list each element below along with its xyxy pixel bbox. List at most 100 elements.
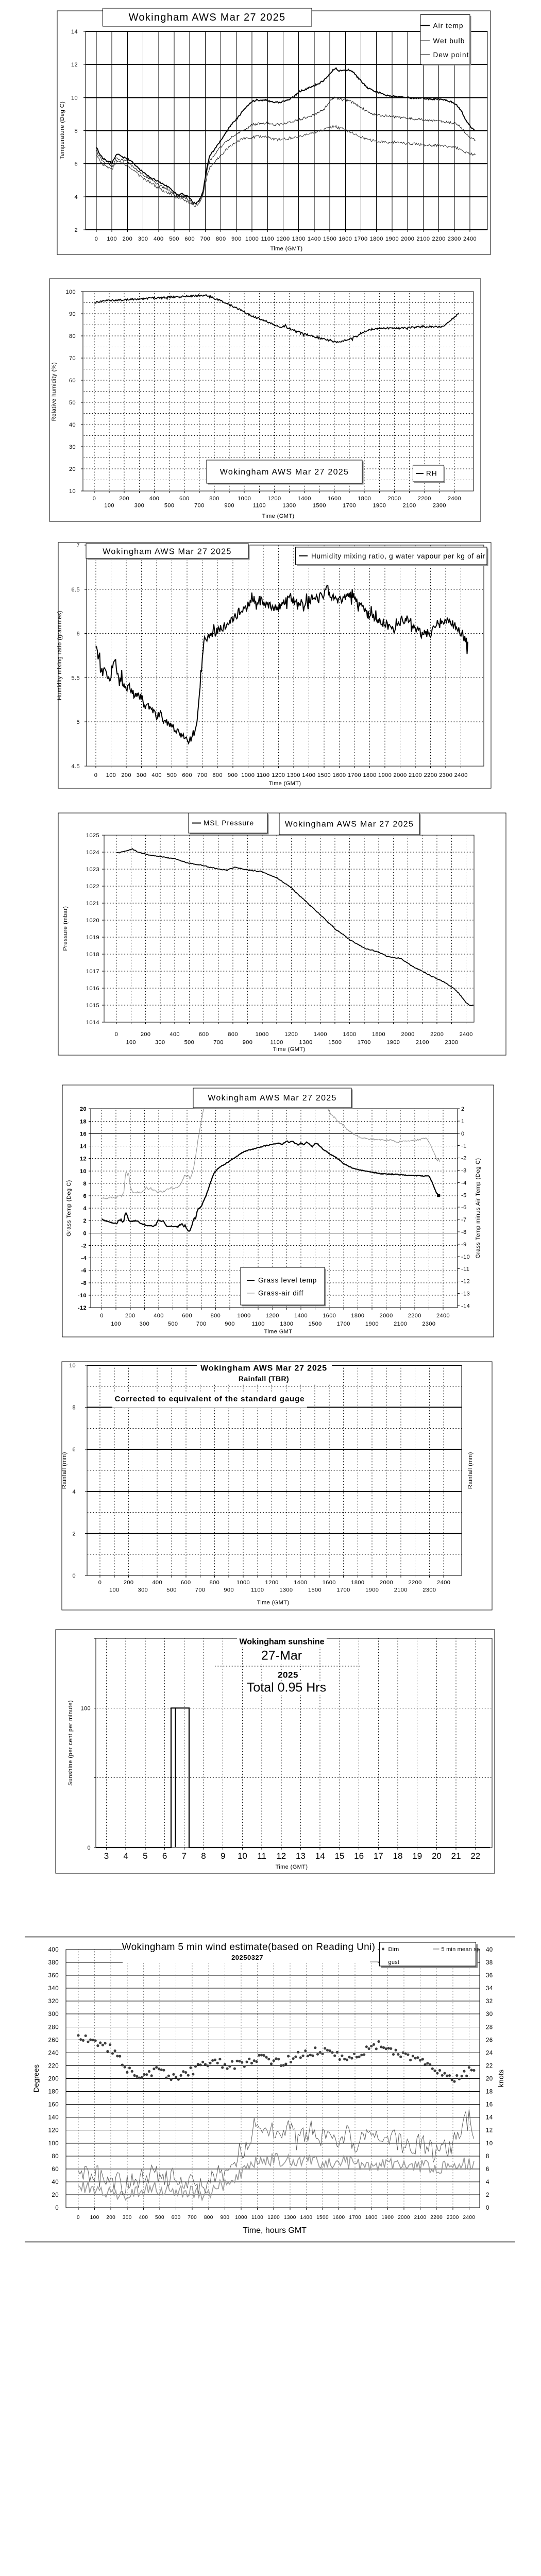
svg-text:-6: -6 bbox=[461, 1205, 467, 1211]
svg-text:2100: 2100 bbox=[409, 772, 422, 778]
svg-text:200: 200 bbox=[121, 772, 131, 778]
svg-text:1300: 1300 bbox=[299, 1040, 313, 1046]
svg-text:1600: 1600 bbox=[332, 772, 346, 778]
svg-text:Wokingham AWS Mar 27 2025: Wokingham AWS Mar 27 2025 bbox=[200, 1364, 327, 1373]
svg-text:12: 12 bbox=[276, 1851, 286, 1861]
svg-text:900: 900 bbox=[243, 1040, 253, 1046]
svg-text:1200: 1200 bbox=[272, 772, 285, 778]
svg-text:-10: -10 bbox=[461, 1254, 470, 1260]
svg-text:5 min mean sp: 5 min mean sp bbox=[442, 1946, 480, 1953]
svg-text:100: 100 bbox=[104, 503, 114, 509]
svg-text:1700: 1700 bbox=[358, 1040, 371, 1046]
svg-text:1800: 1800 bbox=[351, 1313, 364, 1319]
svg-text:2: 2 bbox=[72, 1531, 76, 1537]
svg-text:1200: 1200 bbox=[267, 496, 281, 502]
svg-text:0: 0 bbox=[87, 1845, 91, 1851]
svg-text:6: 6 bbox=[74, 161, 78, 167]
svg-text:1100: 1100 bbox=[251, 2215, 263, 2221]
svg-text:1800: 1800 bbox=[363, 772, 376, 778]
svg-text:6: 6 bbox=[76, 631, 80, 637]
svg-text:1600: 1600 bbox=[333, 2215, 345, 2221]
svg-text:1000: 1000 bbox=[256, 1031, 269, 1038]
svg-text:6: 6 bbox=[72, 1447, 76, 1453]
svg-text:40: 40 bbox=[486, 1947, 493, 1953]
svg-text:1000: 1000 bbox=[236, 1580, 250, 1586]
svg-text:0: 0 bbox=[98, 1580, 102, 1586]
svg-text:2025: 2025 bbox=[278, 1670, 298, 1680]
svg-text:10: 10 bbox=[80, 1168, 87, 1175]
svg-text:2300: 2300 bbox=[439, 772, 452, 778]
svg-text:18: 18 bbox=[393, 1851, 403, 1861]
svg-text:18: 18 bbox=[486, 2089, 493, 2095]
svg-text:140: 140 bbox=[48, 2115, 59, 2121]
svg-text:Temperature (Deg C): Temperature (Deg C) bbox=[59, 101, 65, 160]
svg-text:1100: 1100 bbox=[257, 772, 269, 778]
svg-text:60: 60 bbox=[69, 378, 76, 384]
svg-text:12: 12 bbox=[80, 1156, 87, 1162]
svg-text:Wokingham AWS Mar 27 2025: Wokingham AWS Mar 27 2025 bbox=[103, 548, 231, 556]
svg-text:27-Mar: 27-Mar bbox=[261, 1648, 302, 1663]
svg-text:1900: 1900 bbox=[381, 2215, 394, 2221]
svg-text:900: 900 bbox=[231, 236, 242, 242]
svg-text:1200: 1200 bbox=[276, 236, 290, 242]
svg-text:1: 1 bbox=[461, 1118, 465, 1125]
svg-text:1400: 1400 bbox=[298, 496, 311, 502]
svg-text:Degrees: Degrees bbox=[32, 2064, 40, 2092]
svg-text:20: 20 bbox=[80, 1106, 87, 1112]
svg-text:-3: -3 bbox=[461, 1168, 467, 1174]
svg-text:1100: 1100 bbox=[270, 1040, 283, 1046]
svg-text:-12: -12 bbox=[461, 1279, 470, 1285]
svg-text:Corrected to equivalent of the: Corrected to equivalent of the standard … bbox=[115, 1395, 305, 1403]
svg-text:0: 0 bbox=[94, 772, 98, 778]
svg-text:6.5: 6.5 bbox=[72, 587, 80, 593]
svg-text:100: 100 bbox=[80, 1705, 91, 1711]
svg-text:1200: 1200 bbox=[266, 1313, 279, 1319]
svg-text:60: 60 bbox=[52, 2166, 59, 2173]
svg-text:700: 700 bbox=[188, 2215, 197, 2221]
svg-text:100: 100 bbox=[107, 236, 117, 242]
svg-text:4: 4 bbox=[72, 1489, 76, 1495]
svg-text:9: 9 bbox=[221, 1851, 225, 1861]
svg-text:2100: 2100 bbox=[416, 236, 430, 242]
svg-text:-2: -2 bbox=[461, 1156, 467, 1162]
svg-text:900: 900 bbox=[220, 2215, 229, 2221]
svg-text:Dew point: Dew point bbox=[433, 51, 469, 59]
svg-text:2000: 2000 bbox=[394, 772, 407, 778]
svg-text:1017: 1017 bbox=[86, 969, 99, 975]
svg-text:8: 8 bbox=[72, 1405, 76, 1411]
svg-text:4: 4 bbox=[74, 194, 78, 200]
svg-text:2000: 2000 bbox=[398, 2215, 410, 2221]
svg-text:400: 400 bbox=[152, 1580, 162, 1586]
svg-text:100: 100 bbox=[106, 772, 116, 778]
svg-text:1200: 1200 bbox=[267, 2215, 280, 2221]
svg-text:22: 22 bbox=[470, 1851, 480, 1861]
svg-text:Grass-air diff: Grass-air diff bbox=[258, 1290, 303, 1297]
svg-text:Time (GMT): Time (GMT) bbox=[262, 513, 295, 519]
svg-text:2400: 2400 bbox=[460, 1031, 473, 1038]
svg-text:Time (GMT): Time (GMT) bbox=[257, 1600, 290, 1606]
svg-text:2200: 2200 bbox=[408, 1313, 421, 1319]
svg-text:300: 300 bbox=[48, 2011, 59, 2018]
svg-text:800: 800 bbox=[209, 496, 219, 502]
svg-text:10: 10 bbox=[238, 1851, 247, 1861]
svg-text:1000: 1000 bbox=[238, 1313, 251, 1319]
svg-text:1025: 1025 bbox=[86, 833, 99, 839]
svg-text:5: 5 bbox=[143, 1851, 147, 1861]
svg-text:1500: 1500 bbox=[313, 503, 326, 509]
svg-text:500: 500 bbox=[184, 1040, 195, 1046]
svg-text:120: 120 bbox=[48, 2128, 59, 2134]
svg-text:1300: 1300 bbox=[287, 772, 300, 778]
svg-text:Humidity mixing ratio (grammes: Humidity mixing ratio (grammes) bbox=[57, 611, 63, 700]
svg-text:MSL Pressure: MSL Pressure bbox=[204, 819, 254, 827]
svg-text:30: 30 bbox=[69, 444, 76, 450]
svg-text:1500: 1500 bbox=[308, 1587, 322, 1594]
svg-text:0: 0 bbox=[55, 2205, 59, 2211]
svg-text:16: 16 bbox=[80, 1131, 87, 1138]
svg-text:Pressure (mbar): Pressure (mbar) bbox=[62, 906, 69, 951]
svg-text:1400: 1400 bbox=[302, 772, 315, 778]
svg-text:1500: 1500 bbox=[316, 2215, 329, 2221]
svg-text:2: 2 bbox=[461, 1106, 465, 1112]
svg-text:10: 10 bbox=[486, 2141, 493, 2147]
svg-text:1100: 1100 bbox=[253, 503, 266, 509]
svg-text:-8: -8 bbox=[461, 1229, 467, 1235]
